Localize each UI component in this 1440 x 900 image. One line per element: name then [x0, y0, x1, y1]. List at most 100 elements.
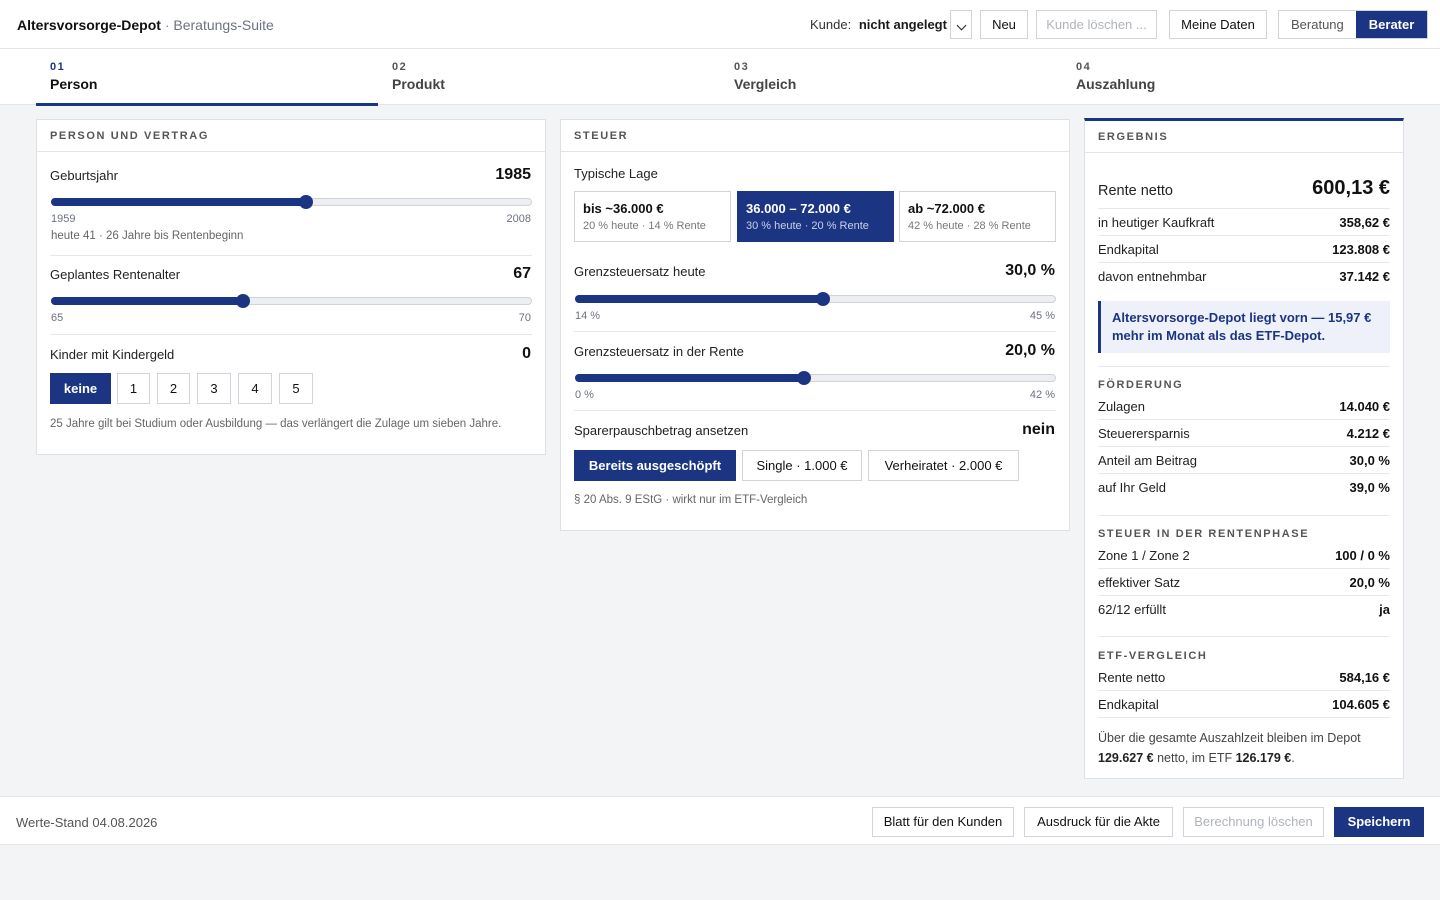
footer-bar: Werte-Stand 04.08.2026 Blatt für den Kun…	[0, 796, 1440, 845]
divider	[1098, 366, 1390, 367]
tax-panel: STEUER Typische Lage bis ~36.000 € 20 % …	[560, 119, 1070, 531]
row-label: Zulagen	[1098, 399, 1145, 414]
card-subtitle: 20 % heute · 14 % Rente	[583, 220, 722, 232]
net-pension-value: 600,13 €	[1312, 177, 1390, 200]
customer-dropdown-button[interactable]	[950, 10, 972, 39]
rate-today-slider[interactable]	[575, 292, 1056, 306]
row-value: 100 / 0 %	[1335, 548, 1390, 563]
panel-title: STEUER	[561, 120, 1069, 152]
customer-label: Kunde:	[810, 17, 851, 32]
result-row: auf Ihr Geld 39,0 %	[1098, 474, 1390, 501]
saver-option-married[interactable]: Verheiratet · 2.000 €	[868, 450, 1019, 481]
mode-switch: Beratung Berater	[1278, 10, 1428, 39]
result-row: Zone 1 / Zone 2 100 / 0 %	[1098, 542, 1390, 569]
tax-situation-card-high[interactable]: ab ~72.000 € 42 % heute · 28 % Rente	[899, 191, 1056, 242]
payout-summary: Über die gesamte Auszahlzeit bleiben im …	[1098, 728, 1390, 768]
card-title: bis ~36.000 €	[583, 201, 722, 216]
result-row: effektiver Satz 20,0 %	[1098, 569, 1390, 596]
summary-text: Über die gesamte Auszahlzeit bleiben im …	[1098, 731, 1361, 745]
tab-label: Auszahlung	[1076, 76, 1155, 92]
slider-handle[interactable]	[299, 195, 313, 209]
rate-retire-label: Grenzsteuersatz in der Rente	[574, 344, 744, 359]
card-title: ab ~72.000 €	[908, 201, 1047, 216]
saver-allowance-label: Sparerpauschbetrag ansetzen	[574, 423, 748, 438]
slider-handle[interactable]	[816, 292, 830, 306]
row-label: Anteil am Beitrag	[1098, 453, 1197, 468]
section-title-tax-retirement: STEUER IN DER RENTENPHASE	[1098, 528, 1309, 540]
result-row: Rente netto 584,16 €	[1098, 664, 1390, 691]
birth-year-max: 2008	[507, 213, 531, 225]
retirement-age-min: 65	[51, 312, 63, 324]
save-button[interactable]: Speichern	[1334, 807, 1424, 837]
section-title-foerderung: FÖRDERUNG	[1098, 379, 1183, 391]
saver-allowance-value: nein	[1022, 421, 1055, 439]
top-bar: Altersvorsorge-Depot · Beratungs-Suite K…	[0, 0, 1440, 49]
mode-berater-button[interactable]: Berater	[1356, 11, 1428, 38]
values-date: Werte-Stand 04.08.2026	[16, 815, 157, 830]
rate-today-value: 30,0 %	[1005, 262, 1055, 280]
tab-label: Produkt	[392, 76, 445, 92]
rate-retire-slider[interactable]	[575, 371, 1056, 385]
tab-vergleich[interactable]: 03 Vergleich	[720, 49, 1062, 105]
row-value: 37.142 €	[1339, 269, 1390, 284]
step-tabs: 01 Person 02 Produkt 03 Vergleich 04 Aus…	[0, 49, 1440, 105]
delete-customer-button[interactable]: Kunde löschen ...	[1036, 10, 1157, 39]
tax-situation-card-mid[interactable]: 36.000 – 72.000 € 30 % heute · 20 % Rent…	[737, 191, 894, 242]
saver-note: § 20 Abs. 9 EStG · wirkt nur im ETF-Verg…	[574, 494, 807, 506]
row-label: in heutiger Kaufkraft	[1098, 215, 1214, 230]
row-value: 4.212 €	[1347, 426, 1390, 441]
customer-sheet-button[interactable]: Blatt für den Kunden	[872, 807, 1014, 837]
children-option-4[interactable]: 4	[238, 373, 272, 404]
row-value: 123.808 €	[1332, 242, 1390, 257]
result-row: 62/12 erfüllt ja	[1098, 596, 1390, 623]
tab-produkt[interactable]: 02 Produkt	[378, 49, 720, 105]
card-subtitle: 30 % heute · 20 % Rente	[746, 220, 885, 232]
children-note: 25 Jahre gilt bei Studium oder Ausbildun…	[50, 418, 501, 430]
divider	[50, 334, 532, 335]
row-value: 14.040 €	[1339, 399, 1390, 414]
panel-title: PERSON UND VERTRAG	[37, 120, 545, 152]
divider	[1098, 515, 1390, 516]
children-option-none[interactable]: keine	[50, 373, 111, 404]
row-label: davon entnehmbar	[1098, 269, 1206, 284]
my-data-button[interactable]: Meine Daten	[1169, 10, 1267, 39]
birth-year-slider[interactable]	[51, 195, 532, 209]
result-row: Endkapital 104.605 €	[1098, 691, 1390, 718]
app-name: Altersvorsorge-Depot	[17, 17, 161, 33]
slider-handle[interactable]	[236, 294, 250, 308]
summary-end: .	[1291, 751, 1294, 765]
row-label: Endkapital	[1098, 242, 1159, 257]
result-row: Steuerersparnis 4.212 €	[1098, 420, 1390, 447]
row-value: 104.605 €	[1332, 697, 1390, 712]
tax-situation-card-low[interactable]: bis ~36.000 € 20 % heute · 14 % Rente	[574, 191, 731, 242]
children-value: 0	[522, 345, 531, 363]
mode-beratung-button[interactable]: Beratung	[1279, 11, 1356, 38]
row-label: Zone 1 / Zone 2	[1098, 548, 1190, 563]
children-option-3[interactable]: 3	[197, 373, 231, 404]
tab-number: 04	[1076, 61, 1091, 73]
print-file-button[interactable]: Ausdruck für die Akte	[1024, 807, 1173, 837]
tab-person[interactable]: 01 Person	[36, 49, 378, 105]
retirement-age-slider[interactable]	[51, 294, 532, 308]
saver-option-single[interactable]: Single · 1.000 €	[742, 450, 862, 481]
slider-handle[interactable]	[797, 371, 811, 385]
retirement-age-label: Geplantes Rentenalter	[50, 267, 180, 282]
delete-calculation-button[interactable]: Berechnung löschen	[1183, 807, 1324, 837]
children-option-2[interactable]: 2	[157, 373, 190, 404]
tab-number: 03	[734, 61, 749, 73]
tab-auszahlung[interactable]: 04 Auszahlung	[1062, 49, 1404, 105]
children-option-5[interactable]: 5	[279, 373, 313, 404]
birth-year-hint: heute 41 · 26 Jahre bis Rentenbeginn	[51, 230, 243, 242]
row-value: 39,0 %	[1350, 480, 1390, 495]
children-option-1[interactable]: 1	[117, 373, 150, 404]
birth-year-min: 1959	[51, 213, 75, 225]
rate-retire-value: 20,0 %	[1005, 342, 1055, 360]
divider	[1098, 636, 1390, 637]
row-value: ja	[1379, 602, 1390, 617]
rate-today-min: 14 %	[575, 310, 600, 322]
new-customer-button[interactable]: Neu	[980, 10, 1028, 39]
result-row: Anteil am Beitrag 30,0 %	[1098, 447, 1390, 474]
saver-option-exhausted[interactable]: Bereits ausgeschöpft	[574, 450, 736, 481]
summary-text: netto, im ETF	[1157, 751, 1232, 765]
card-title: 36.000 – 72.000 €	[746, 201, 885, 216]
